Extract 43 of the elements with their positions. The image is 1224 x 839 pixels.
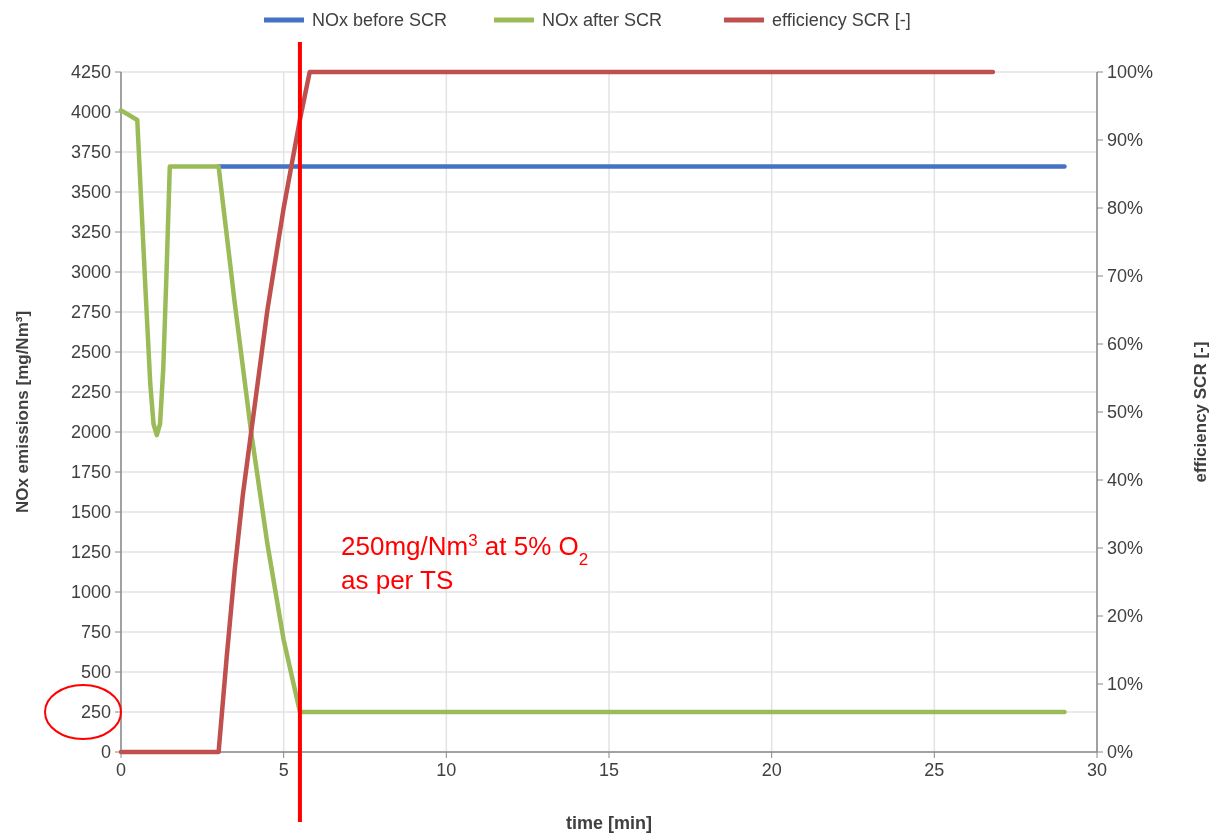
y2-tick-label: 100% bbox=[1107, 62, 1154, 83]
y-tick-label: 2000 bbox=[70, 422, 111, 443]
x-tick-label: 30 bbox=[1086, 760, 1108, 780]
y-tick-label: 500 bbox=[80, 662, 111, 683]
y-tick-label: 3250 bbox=[70, 222, 111, 243]
y-tick-label: 250 bbox=[80, 702, 111, 723]
y2-tick-label: 60% bbox=[1107, 334, 1144, 355]
y2-tick-label: 20% bbox=[1107, 606, 1144, 627]
y2-tick-label: 10% bbox=[1107, 674, 1144, 695]
legend-label: efficiency SCR [-] bbox=[772, 10, 911, 31]
y2-tick-label: 50% bbox=[1107, 402, 1144, 423]
y-tick-label: 1000 bbox=[70, 582, 111, 603]
y-tick-label: 2250 bbox=[70, 382, 111, 403]
y2-tick-label: 40% bbox=[1107, 470, 1144, 491]
y-axis-title: NOx emissions [mg/Nm³] bbox=[13, 310, 32, 514]
line-series bbox=[118, 108, 1067, 715]
x-tick-label: 15 bbox=[598, 760, 620, 780]
y-tick-label: 4250 bbox=[70, 62, 111, 83]
y-tick-label: 2500 bbox=[70, 342, 111, 363]
x-tick-label: 5 bbox=[278, 760, 289, 780]
y2-tick-label: 90% bbox=[1107, 130, 1144, 151]
legend-label: NOx after SCR bbox=[542, 10, 663, 31]
x-tick-label: 0 bbox=[115, 760, 127, 780]
y-tick-label: 1500 bbox=[70, 502, 111, 523]
y-tick-label: 2750 bbox=[70, 302, 111, 323]
y-tick-label: 4000 bbox=[70, 102, 111, 123]
x-tick-label: 20 bbox=[761, 760, 782, 780]
y-tick-label: 3500 bbox=[70, 182, 111, 203]
y-tick-label: 3750 bbox=[70, 142, 111, 163]
x-axis-title: time [min] bbox=[565, 813, 653, 833]
y-tick-label: 3000 bbox=[70, 262, 111, 283]
y2-tick-label: 30% bbox=[1107, 538, 1144, 559]
x-tick-label: 10 bbox=[436, 760, 457, 780]
x-tick-label: 25 bbox=[924, 760, 945, 780]
y-tick-label: 1250 bbox=[70, 542, 111, 563]
y-tick-label: 0 bbox=[100, 742, 111, 763]
y2-axis-title: efficiency SCR [-] bbox=[1191, 341, 1210, 483]
y2-tick-label: 0% bbox=[1107, 742, 1134, 763]
y-tick-label: 1750 bbox=[70, 462, 111, 483]
y2-tick-label: 80% bbox=[1107, 198, 1144, 219]
y-tick-label: 750 bbox=[80, 622, 111, 643]
y2-tick-label: 70% bbox=[1107, 266, 1144, 287]
legend-label: NOx before SCR bbox=[312, 10, 448, 31]
